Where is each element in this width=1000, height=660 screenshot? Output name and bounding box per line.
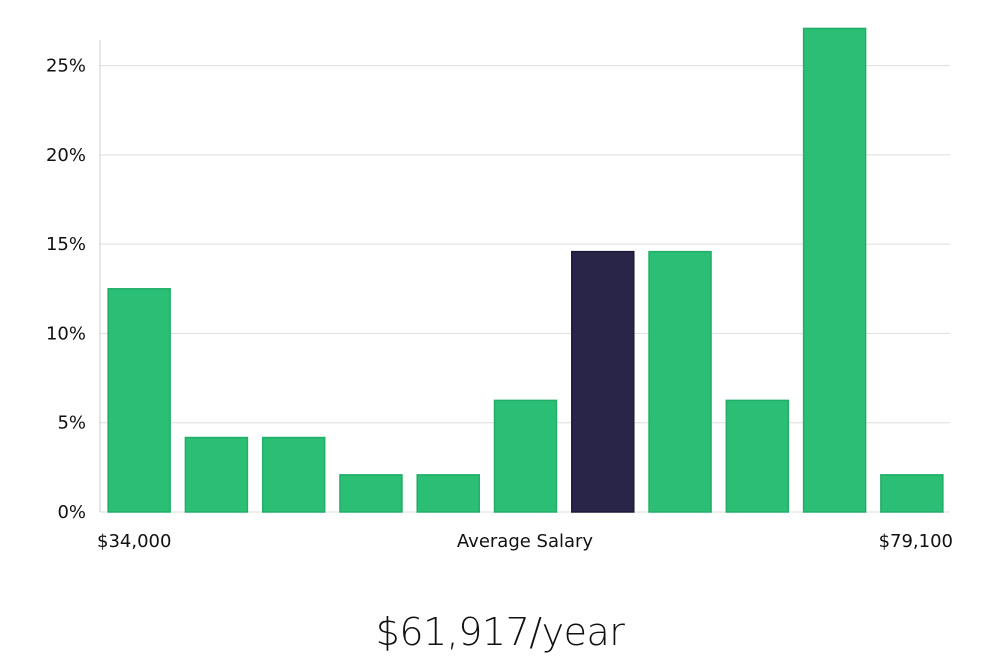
y-tick-label: 5% [57,413,86,434]
salary-histogram-chart: 0% 5% 10% 15% 20% 25% $34,000 Average Salary … [46,27,953,552]
x-center-label: Average Salary [457,531,594,552]
histogram-bars [107,27,944,513]
histogram-bar [261,436,326,513]
histogram-bar-highlighted [571,250,635,513]
y-tick-label: 25% [46,56,86,77]
x-max-label: $79,100 [879,531,953,552]
histogram-bar [493,399,558,513]
histogram-bar [802,27,867,513]
y-tick-label: 15% [46,234,86,255]
histogram-bar [880,474,944,513]
histogram-bar [107,288,171,513]
y-tick-labels: 0% 5% 10% 15% 20% 25% [46,56,86,523]
histogram-bar [184,436,249,513]
y-tick-label: 20% [46,145,86,166]
y-tick-label: 10% [46,323,86,344]
average-salary-value: $61,917/year [375,610,625,654]
y-tick-label: 0% [57,502,86,523]
histogram-bar [416,474,480,513]
histogram-bar [648,250,712,513]
histogram-bar [339,474,403,513]
histogram-bar [725,399,790,513]
x-axis-labels: $34,000 Average Salary $79,100 [97,531,953,552]
x-min-label: $34,000 [97,531,171,552]
